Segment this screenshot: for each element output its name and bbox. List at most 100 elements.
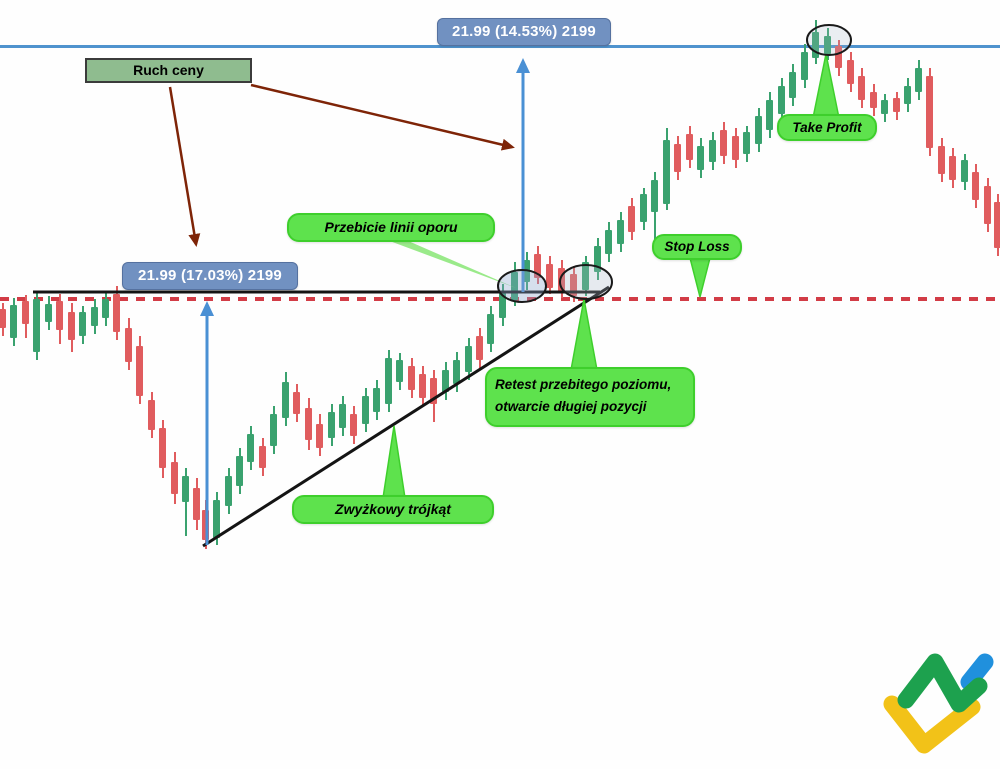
candle-body bbox=[720, 130, 727, 156]
stop-loss-callout: Stop Loss bbox=[652, 234, 742, 260]
candle-body bbox=[893, 98, 900, 112]
candle-body bbox=[385, 358, 392, 404]
candle-body bbox=[193, 488, 200, 520]
candle-body bbox=[225, 476, 232, 506]
candle-body bbox=[350, 414, 357, 436]
candle-body bbox=[743, 132, 750, 154]
candle-body bbox=[465, 346, 472, 372]
candle-body bbox=[282, 382, 289, 418]
candle-body bbox=[732, 136, 739, 160]
candle-body bbox=[709, 140, 716, 162]
candle-body bbox=[651, 180, 658, 212]
candle-body bbox=[778, 86, 785, 114]
candle-body bbox=[972, 172, 979, 200]
candle-body bbox=[605, 230, 612, 254]
candle-body bbox=[22, 301, 29, 324]
retest-callout-line1: Retest przebitego poziomu, bbox=[495, 377, 672, 392]
candle-body bbox=[640, 194, 647, 222]
price-label-triangle-height: 21.99 (17.03%) 2199 bbox=[122, 262, 298, 290]
candle-body bbox=[10, 305, 17, 338]
candle-body bbox=[824, 36, 831, 54]
candle-body bbox=[362, 396, 369, 424]
candle-body bbox=[171, 462, 178, 494]
candle-body bbox=[582, 262, 589, 290]
candle-body bbox=[305, 408, 312, 440]
candle-body bbox=[328, 412, 335, 438]
candle-body bbox=[755, 116, 762, 144]
candle-body bbox=[511, 272, 518, 300]
candle-body bbox=[594, 246, 601, 272]
price-label-measured-move: 21.99 (14.53%) 2199 bbox=[437, 18, 611, 46]
candle-body bbox=[915, 68, 922, 92]
candle-body bbox=[182, 476, 189, 502]
candle-body bbox=[396, 360, 403, 382]
candle-body bbox=[628, 206, 635, 232]
candle-body bbox=[926, 76, 933, 148]
candle-body bbox=[870, 92, 877, 108]
candle-wick bbox=[185, 468, 187, 536]
candle-body bbox=[213, 500, 220, 538]
candle-body bbox=[68, 312, 75, 340]
candle-body bbox=[686, 134, 693, 160]
candle-body bbox=[801, 52, 808, 80]
candle-body bbox=[847, 60, 854, 84]
candle-body bbox=[835, 46, 842, 68]
candle-body bbox=[247, 434, 254, 462]
take-profit-circle bbox=[806, 24, 852, 56]
przebicie-callout: Przebicie linii oporu bbox=[287, 213, 495, 242]
logo-green-zigzag bbox=[897, 653, 988, 713]
retest-callout: Retest przebitego poziomu, otwarcie dług… bbox=[485, 367, 695, 427]
candle-body bbox=[419, 374, 426, 398]
candle-body bbox=[476, 336, 483, 360]
candle-body bbox=[881, 100, 888, 114]
candle-body bbox=[339, 404, 346, 428]
candle-body bbox=[674, 144, 681, 172]
candle-body bbox=[949, 156, 956, 180]
candle-body bbox=[994, 202, 1000, 248]
candle-body bbox=[546, 264, 553, 288]
candle-body bbox=[236, 456, 243, 486]
candle-body bbox=[125, 328, 132, 362]
candle-body bbox=[136, 346, 143, 396]
candle-body bbox=[697, 146, 704, 170]
candle-body bbox=[259, 446, 266, 468]
candle-body bbox=[56, 301, 63, 330]
candle-body bbox=[938, 146, 945, 174]
take-profit-pointer bbox=[812, 53, 840, 119]
candle-body bbox=[33, 299, 40, 352]
retest-callout-line2: otwarcie długiej pozycji bbox=[495, 398, 647, 414]
candle-body bbox=[617, 220, 624, 244]
candle-body bbox=[91, 307, 98, 326]
candle-body bbox=[442, 370, 449, 392]
candle-body bbox=[79, 312, 86, 336]
candle-body bbox=[499, 293, 506, 318]
candle-body bbox=[663, 140, 670, 204]
candle-body bbox=[858, 76, 865, 100]
candle-body bbox=[558, 268, 565, 292]
candle-body bbox=[570, 274, 577, 296]
ruch-ceny-label: Ruch ceny bbox=[85, 58, 252, 83]
przebicie-connector bbox=[387, 240, 516, 288]
retest-circle bbox=[559, 264, 613, 300]
candle-body bbox=[812, 32, 819, 58]
logo-yellow-check bbox=[883, 695, 981, 754]
litefinance-logo bbox=[883, 653, 994, 754]
candle-body bbox=[113, 294, 120, 332]
candle-body bbox=[0, 309, 6, 328]
candle-body bbox=[766, 100, 773, 130]
trojkat-callout: Zwyżkowy trójkąt bbox=[292, 495, 494, 524]
candle-body bbox=[961, 160, 968, 182]
candle-body bbox=[453, 360, 460, 384]
candle-body bbox=[430, 378, 437, 404]
candle-body bbox=[102, 299, 109, 318]
candle-body bbox=[293, 392, 300, 414]
ruch-ceny-arrow-left bbox=[168, 86, 201, 247]
candle-body bbox=[316, 424, 323, 448]
stop-loss-pointer bbox=[688, 253, 712, 298]
trojkat-pointer bbox=[382, 425, 406, 499]
candle-body bbox=[487, 314, 494, 344]
breakout-circle bbox=[497, 269, 547, 303]
ascending-trendline bbox=[202, 285, 610, 548]
